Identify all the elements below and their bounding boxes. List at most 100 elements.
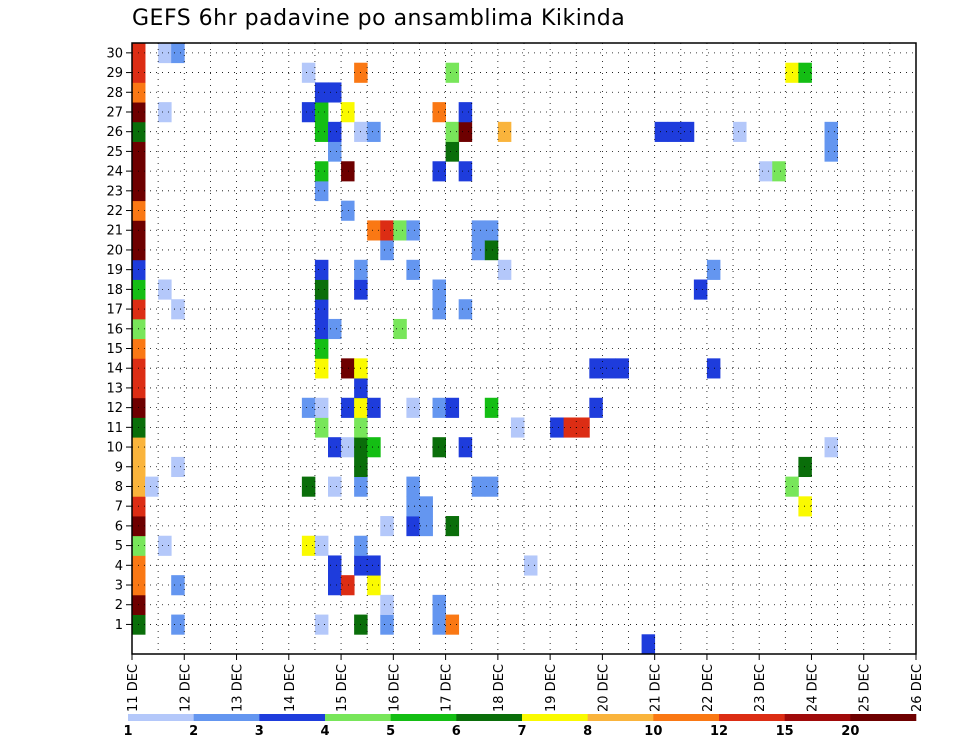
heatmap-cell [406, 220, 420, 241]
heatmap-cell [301, 476, 316, 497]
heatmap-cell [367, 121, 381, 142]
colorbar-bin [390, 714, 457, 721]
heatmap-cell [432, 594, 446, 615]
heatmap-cell [471, 240, 486, 261]
y-tick-label: 9 [115, 460, 123, 475]
colorbar-label: 5 [386, 724, 395, 739]
x-tick-label: 11 DEC [126, 664, 141, 712]
heatmap-cell [445, 614, 460, 635]
x-tick-label: 18 DEC [492, 664, 507, 712]
heatmap-cell [314, 338, 329, 359]
y-tick-label: 1 [115, 618, 123, 633]
y-tick-label: 18 [106, 283, 123, 298]
heatmap-cell [471, 220, 486, 241]
heatmap-cell [341, 358, 355, 379]
heatmap-cell [341, 102, 355, 123]
colorbar: 1 2 3 4 5 6 7 8 10 12 15 20 [123, 714, 917, 739]
heatmap-cell [158, 102, 172, 123]
colorbar-bin [128, 714, 194, 721]
heatmap-cell [406, 496, 420, 517]
colorbar-label: 7 [517, 724, 526, 739]
heatmap-cell [693, 279, 708, 300]
y-tick-label: 21 [106, 224, 123, 239]
heatmap-cells [132, 43, 838, 655]
y-tick-label: 8 [115, 480, 123, 495]
heatmap-cell [563, 417, 577, 438]
heatmap-cell [445, 397, 460, 418]
colorbar-bin [653, 714, 720, 721]
heatmap-cell [314, 614, 329, 635]
heatmap-cell [406, 476, 420, 497]
heatmap-cell [314, 180, 329, 202]
heatmap-cell [680, 121, 695, 142]
y-tick-label: 28 [106, 86, 123, 101]
y-tick-label: 14 [106, 362, 123, 377]
x-axis: 11 DEC 12 DEC 13 DEC 14 DEC 15 DEC 16 DEC 17 D… [126, 654, 925, 712]
heatmap-cell [328, 121, 342, 142]
heatmap-cell [706, 259, 721, 280]
heatmap-cell [484, 220, 499, 241]
y-tick-label: 19 [106, 263, 123, 278]
heatmap-cell [759, 161, 773, 182]
colorbar-label: 6 [452, 724, 461, 739]
x-tick-label: 16 DEC [387, 664, 402, 712]
colorbar-bin [784, 714, 851, 721]
heatmap-cell [484, 240, 499, 261]
heatmap-cell [314, 535, 329, 556]
heatmap-cell [824, 121, 838, 142]
colorbar-bin [587, 714, 654, 721]
y-tick-label: 13 [106, 381, 123, 396]
heatmap-cell [314, 397, 329, 418]
colorbar-bin [259, 714, 326, 721]
x-tick-label: 15 DEC [335, 664, 350, 712]
y-axis: 1234567891011121314151617181920212223242… [106, 46, 132, 633]
x-tick-label: 25 DEC [858, 664, 873, 712]
heatmap-cell [432, 614, 446, 635]
heatmap-cell [171, 614, 185, 635]
y-tick-label: 16 [106, 322, 123, 337]
heatmap-cell [615, 358, 629, 379]
heatmap-cell [602, 358, 616, 379]
y-tick-label: 4 [115, 559, 123, 574]
heatmap-cell [589, 397, 603, 418]
y-tick-label: 5 [115, 539, 123, 554]
y-tick-label: 17 [106, 303, 123, 318]
heatmap-cell [328, 318, 342, 340]
colorbar-bin [456, 714, 523, 721]
heatmap-cell [314, 161, 329, 182]
y-tick-label: 20 [106, 243, 123, 258]
y-tick-label: 2 [115, 598, 123, 613]
colorbar-label: 3 [255, 724, 264, 739]
colorbar-label: 15 [776, 724, 794, 739]
heatmap-cell [145, 476, 159, 497]
heatmap-cell [171, 575, 185, 596]
heatmap-cell [576, 417, 590, 438]
x-tick-label: 17 DEC [440, 664, 455, 712]
heatmap-cell [445, 121, 460, 142]
y-tick-label: 11 [106, 421, 123, 436]
heatmap-cell [328, 437, 342, 458]
heatmap-cell [432, 161, 446, 182]
heatmap-cell [380, 220, 394, 241]
x-tick-label: 13 DEC [231, 664, 246, 712]
heatmap-cell [314, 279, 329, 300]
heatmap-cell [445, 141, 460, 162]
heatmap-cell [158, 43, 172, 64]
heatmap-cell [341, 397, 355, 418]
x-tick-label: 21 DEC [649, 664, 664, 712]
heatmap-cell [171, 299, 185, 320]
colorbar-label: 4 [320, 724, 329, 739]
heatmap-cell [367, 575, 381, 596]
heatmap-cell [328, 575, 342, 596]
x-tick-label: 14 DEC [283, 664, 298, 712]
heatmap-cell [733, 121, 747, 142]
colorbar-bin [850, 714, 917, 721]
heatmap-cell [458, 161, 473, 182]
y-tick-label: 6 [115, 519, 123, 534]
heatmap-cell [341, 200, 355, 221]
heatmap-cell [406, 397, 420, 418]
heatmap-cell [314, 259, 329, 280]
heatmap-cell [367, 397, 381, 418]
heatmap-cell [314, 82, 329, 103]
